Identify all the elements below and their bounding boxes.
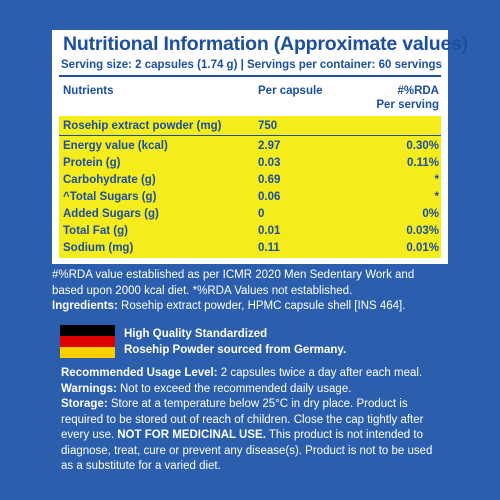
nutrient-name: Protein (g): [63, 157, 121, 169]
ingredients-label: Ingredients:: [52, 300, 118, 312]
ingredients-text: Rosehip extract powder, HPMC capsule she…: [117, 300, 406, 312]
warnings-text: Not to exceed the recommended daily usag…: [116, 382, 352, 395]
nutrient-rda: 0.03%: [406, 225, 439, 237]
not-medicinal-warning: NOT FOR MEDICINAL USE.: [117, 429, 266, 441]
storage-text1: Store at a temperature below 25°C in dry…: [107, 398, 408, 410]
header-rda-line1: #%RDA: [397, 85, 439, 97]
rda-note-line2: based upon 2000 kcal diet. *%RDA Values …: [52, 284, 353, 297]
flag-stripe-gold: [60, 347, 115, 358]
nutrient-name: Added Sugars (g): [63, 208, 159, 220]
nutrient-rda: 0.30%: [406, 140, 439, 152]
nutrition-panel: Nutritional Information (Approximate val…: [52, 30, 468, 264]
header-rda-line2: Per serving: [376, 99, 439, 111]
origin-line1: High Quality Standardized: [124, 328, 268, 340]
recommended-usage: Recommended Usage Level: 2 capsules twic…: [61, 366, 451, 382]
warnings-label: Warnings:: [61, 382, 117, 395]
rda-notes: #%RDA value established as per ICMR 2020…: [52, 268, 452, 315]
nutrient-value: 0.06: [258, 191, 281, 203]
table-row: Total Fat (g) 0.01 0.03%: [59, 223, 441, 240]
header-per-capsule: Per capsule: [258, 85, 323, 97]
panel-title: Nutritional Information (Approximate val…: [63, 33, 469, 55]
nutrient-rda: 0%: [422, 208, 439, 220]
nutrient-value: 0.69: [258, 174, 281, 186]
table-row: Rosehip extract powder (mg) 750: [59, 118, 441, 136]
nutrient-rda: *: [434, 191, 439, 203]
table-row: Protein (g) 0.03 0.11%: [59, 155, 441, 172]
warnings: Warnings: Not to exceed the recommended …: [61, 382, 451, 398]
table-row: Added Sugars (g) 0 0%: [59, 206, 441, 223]
recommended-label: Recommended Usage Level:: [61, 367, 218, 379]
nutrient-name: Sodium (mg): [63, 242, 134, 254]
header-nutrients: Nutrients: [63, 85, 114, 97]
recommended-text: 2 capsules twice a day after each meal.: [217, 367, 423, 379]
table-row: Carbohydrate (g) 0.69 *: [59, 172, 441, 189]
nutrient-rda: 0.01%: [406, 242, 439, 254]
flag-stripe-red: [60, 336, 115, 347]
nutrient-name: ^Total Sugars (g): [63, 191, 157, 203]
nutrient-value: 0.01: [258, 225, 281, 237]
header-rda: #%RDA Per serving: [376, 84, 439, 112]
nutrient-name: Energy value (kcal): [63, 140, 168, 152]
storage-line1: Storage: Store at a temperature below 25…: [61, 397, 451, 413]
rda-note-line1: #%RDA value established as per ICMR 2020…: [52, 269, 415, 281]
storage-line4: diagnose, treat, cure or prevent any dis…: [61, 444, 433, 457]
origin-line2: Rosehip Powder sourced from Germany.: [124, 343, 347, 356]
serving-info: Serving size: 2 capsules (1.74 g) | Serv…: [61, 59, 442, 71]
table-row: Energy value (kcal) 2.97 0.30%: [59, 138, 441, 155]
storage-label: Storage:: [61, 398, 108, 410]
ingredients-line: Ingredients: Rosehip extract powder, HPM…: [52, 299, 452, 315]
nutrient-name: Carbohydrate (g): [63, 174, 156, 186]
table-row: ^Total Sugars (g) 0.06 *: [59, 189, 441, 206]
storage-line2: required to be stored out of reach of ch…: [61, 413, 424, 426]
origin-statement: High Quality Standardized Rosehip Powder…: [124, 327, 346, 358]
storage-text3a: every use.: [61, 429, 118, 441]
nutrient-value: 2.97: [258, 140, 281, 152]
nutrient-value: 0: [258, 208, 265, 220]
nutrient-value: 0.03: [258, 157, 281, 169]
nutrient-value: 0.11: [258, 242, 280, 254]
storage-text3b: This product is not intended to: [265, 429, 423, 441]
divider: [59, 75, 441, 77]
storage-line3: every use. NOT FOR MEDICINAL USE. This p…: [61, 428, 451, 444]
nutrient-rda: 0.11%: [407, 157, 439, 169]
nutrient-name: Total Fat (g): [63, 225, 128, 237]
nutrient-value: 750: [258, 120, 278, 132]
usage-section: Recommended Usage Level: 2 capsules twic…: [61, 366, 451, 475]
nutrient-table: Rosehip extract powder (mg) 750 Energy v…: [59, 116, 441, 258]
nutrient-name: Rosehip extract powder (mg): [63, 120, 222, 132]
flag-stripe-black: [60, 325, 115, 336]
nutrient-rda: *: [434, 174, 439, 186]
storage-line5: as a substitute for a varied diet.: [61, 460, 221, 472]
germany-flag-icon: [60, 325, 115, 358]
table-row: Sodium (mg) 0.11 0.01%: [59, 240, 441, 257]
